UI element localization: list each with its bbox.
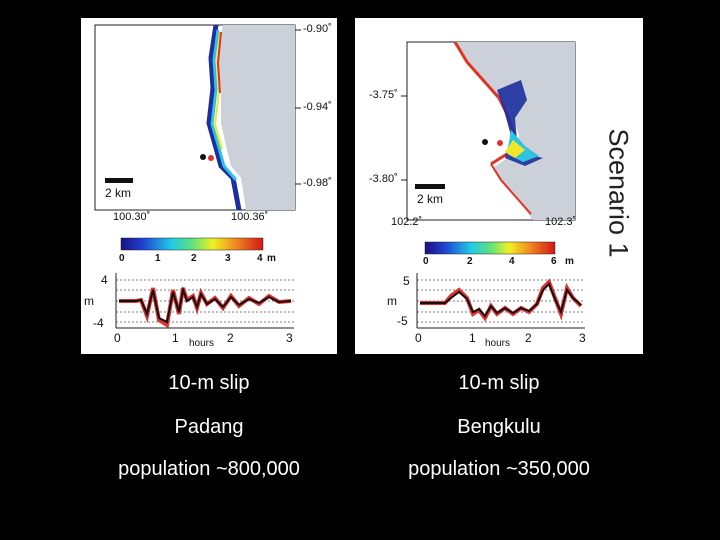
padang-inundation-map	[94, 24, 301, 329]
lon-tick-label: 102.3˚	[545, 216, 577, 228]
series-x-tick: 2	[227, 331, 234, 345]
series-x-tick: 0	[114, 331, 121, 345]
colorbar-tick: 6	[551, 256, 557, 267]
inundation-blue-zone	[497, 80, 543, 166]
scale-bar	[105, 178, 133, 183]
left-caption-city: Padang	[174, 416, 244, 438]
lat-tick-label: -0.94˚	[303, 101, 332, 113]
padang-figure-panel: -0.90˚ -0.94˚ -0.98˚ 100.30˚ 100.36˚ 2 k…	[81, 18, 337, 354]
scale-bar-label: 2 km	[417, 192, 444, 206]
inundation-band-cyan	[210, 29, 238, 181]
land-area	[216, 25, 295, 210]
bengkulu-inundation-map	[401, 41, 585, 329]
lat-tick-label: -0.98˚	[303, 177, 332, 189]
series-x-label: hours	[189, 338, 215, 349]
scale-bar	[415, 184, 445, 189]
series-y-tick: 5	[403, 274, 410, 288]
model-waveform	[119, 286, 292, 324]
series-x-tick: 1	[172, 331, 179, 345]
colorbar-tick: 1	[155, 253, 161, 264]
colorbar-tick: 2	[467, 256, 473, 267]
inundation-yellow-zone	[505, 140, 525, 158]
model-waveform	[420, 282, 582, 318]
scenario-label: Scenario 1	[596, 126, 640, 260]
colorbar-tick: 4	[509, 256, 515, 267]
colorbar-tick: 2	[191, 253, 197, 264]
lon-tick-label: 102.2˚	[391, 216, 423, 228]
right-caption-city: Bengkulu	[457, 416, 541, 438]
series-x-tick: 0	[415, 331, 422, 345]
lat-tick-label: -3.75˚	[369, 89, 398, 101]
scenario-label-text: Scenario 1	[603, 128, 634, 258]
depth-colorbar	[424, 241, 556, 255]
land-area	[455, 42, 575, 220]
inundation-band-red	[216, 31, 222, 94]
series-x-tick: 3	[579, 331, 586, 345]
right-caption-population: population ~350,000	[408, 458, 590, 480]
series-y-tick: 4	[101, 273, 108, 287]
series-y-label: m	[84, 294, 94, 308]
right-caption-slip: 10-m slip	[458, 372, 540, 394]
colorbar-tick: 0	[119, 253, 125, 264]
lon-tick-label: 100.36˚	[231, 211, 269, 223]
series-x-tick: 1	[469, 331, 476, 345]
series-x-label: hours	[485, 338, 511, 349]
observed-site-dot	[497, 140, 503, 146]
lat-tick-label: -3.80˚	[369, 173, 398, 185]
colorbar-unit: m	[565, 256, 574, 267]
colorbar-tick: 3	[225, 253, 231, 264]
colorbar-tick: 4	[257, 253, 263, 264]
bengkulu-figure-panel: -3.75˚ -3.80˚ 102.2˚ 102.3˚ 2 km 0 2 4 6…	[355, 18, 643, 354]
colorbar-tick: 0	[423, 256, 429, 267]
series-y-tick: -4	[93, 316, 104, 330]
model-site-dot	[482, 139, 488, 145]
lat-tick-label: -0.90˚	[303, 23, 332, 35]
lon-tick-label: 100.30˚	[113, 211, 151, 223]
series-y-tick: -5	[397, 314, 408, 328]
depth-colorbar	[120, 237, 264, 251]
observed-waveform	[420, 278, 583, 322]
model-site-dot	[200, 154, 206, 160]
observed-site-dot	[208, 155, 214, 161]
series-x-tick: 2	[525, 331, 532, 345]
series-x-tick: 3	[286, 331, 293, 345]
series-y-label: m	[387, 294, 397, 308]
scale-bar-label: 2 km	[105, 186, 132, 200]
left-caption-slip: 10-m slip	[168, 372, 250, 394]
south-coastline	[490, 163, 532, 215]
colorbar-unit: m	[267, 253, 276, 264]
left-caption-population: population ~800,000	[118, 458, 300, 480]
